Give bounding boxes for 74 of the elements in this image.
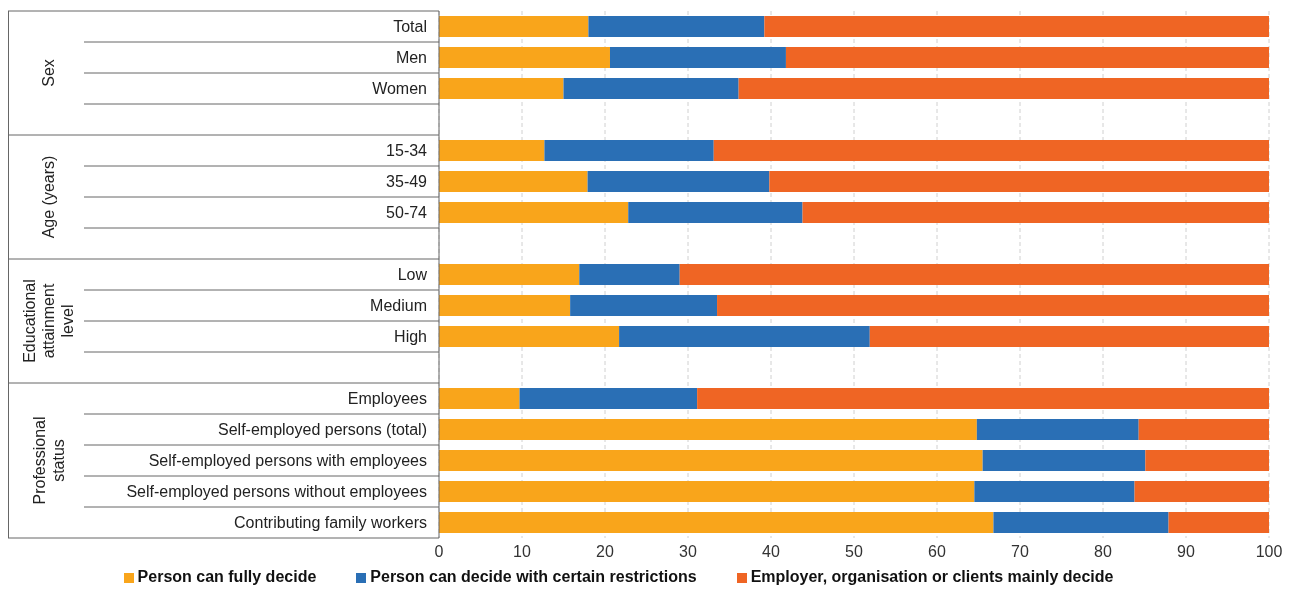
bar <box>439 419 977 440</box>
y-tick-label: Total <box>393 18 427 36</box>
bar <box>439 512 994 533</box>
bar <box>769 171 1269 192</box>
legend-label: Person can decide with certain restrictions <box>370 568 697 585</box>
y-tick-label: 50-74 <box>386 204 428 222</box>
bar <box>1138 419 1269 440</box>
y-tick-label: 35-49 <box>386 173 428 191</box>
y-tick-label: Medium <box>370 297 427 315</box>
bar <box>869 326 1269 347</box>
bar <box>439 202 629 223</box>
y-tick-label: High <box>394 328 427 346</box>
bar <box>713 140 1269 161</box>
bar <box>974 481 1135 502</box>
bar <box>544 140 714 161</box>
x-tick-label: 100 <box>1255 543 1283 561</box>
x-tick-label: 10 <box>513 543 531 561</box>
bar <box>628 202 803 223</box>
bar <box>588 16 765 37</box>
x-tick-label: 90 <box>1177 543 1195 561</box>
x-tick-label: 40 <box>762 543 780 561</box>
y-tick-label: 15-34 <box>386 142 428 160</box>
bar <box>519 388 698 409</box>
x-tick-label: 50 <box>845 543 863 561</box>
y-tick-label: Women <box>372 80 427 98</box>
bar <box>563 78 739 99</box>
y-tick-label: Contributing family workers <box>234 514 427 532</box>
x-tick-label: 30 <box>679 543 697 561</box>
bar <box>976 419 1139 440</box>
bar <box>570 295 718 316</box>
x-tick-label: 0 <box>434 543 444 561</box>
bar <box>1134 481 1269 502</box>
bar <box>738 78 1269 99</box>
bar <box>439 47 610 68</box>
bar <box>439 295 571 316</box>
y-tick-label: Low <box>397 266 428 284</box>
bar <box>439 450 983 471</box>
y-tick-label: Self-employed persons without employees <box>126 483 427 501</box>
bar <box>587 171 770 192</box>
text: Sex <box>40 59 57 87</box>
bar <box>579 264 680 285</box>
bar <box>697 388 1269 409</box>
bar <box>982 450 1146 471</box>
bar <box>439 481 975 502</box>
bar <box>439 78 564 99</box>
bar <box>439 326 620 347</box>
bar <box>993 512 1169 533</box>
bar <box>1168 512 1269 533</box>
x-tick-label: 60 <box>928 543 946 561</box>
y-tick-label: Men <box>395 49 427 67</box>
legend-label: Employer, organisation or clients mainly decide <box>750 568 1114 585</box>
bar <box>717 295 1269 316</box>
y-tick-label: Self-employed persons with employees <box>148 452 427 470</box>
bar <box>439 140 545 161</box>
bar <box>439 264 580 285</box>
bar <box>619 326 870 347</box>
x-tick-label: 20 <box>596 543 614 561</box>
bar <box>785 47 1269 68</box>
text: Educational attainment level <box>21 279 76 363</box>
bar <box>1145 450 1269 471</box>
bar <box>439 16 589 37</box>
y-tick-label: Employees <box>347 390 427 408</box>
text: Professional status <box>30 416 67 505</box>
y-tick-label: Self-employed persons (total) <box>218 421 427 439</box>
x-tick-label: 80 <box>1094 543 1112 561</box>
bar <box>609 47 786 68</box>
x-tick-label: 70 <box>1011 543 1029 561</box>
bar <box>439 171 588 192</box>
bar <box>802 202 1269 223</box>
legend-label: Person can fully decide <box>137 568 317 585</box>
text: Age (years) <box>40 155 57 239</box>
bar <box>439 388 520 409</box>
bar <box>764 16 1269 37</box>
bar <box>679 264 1269 285</box>
